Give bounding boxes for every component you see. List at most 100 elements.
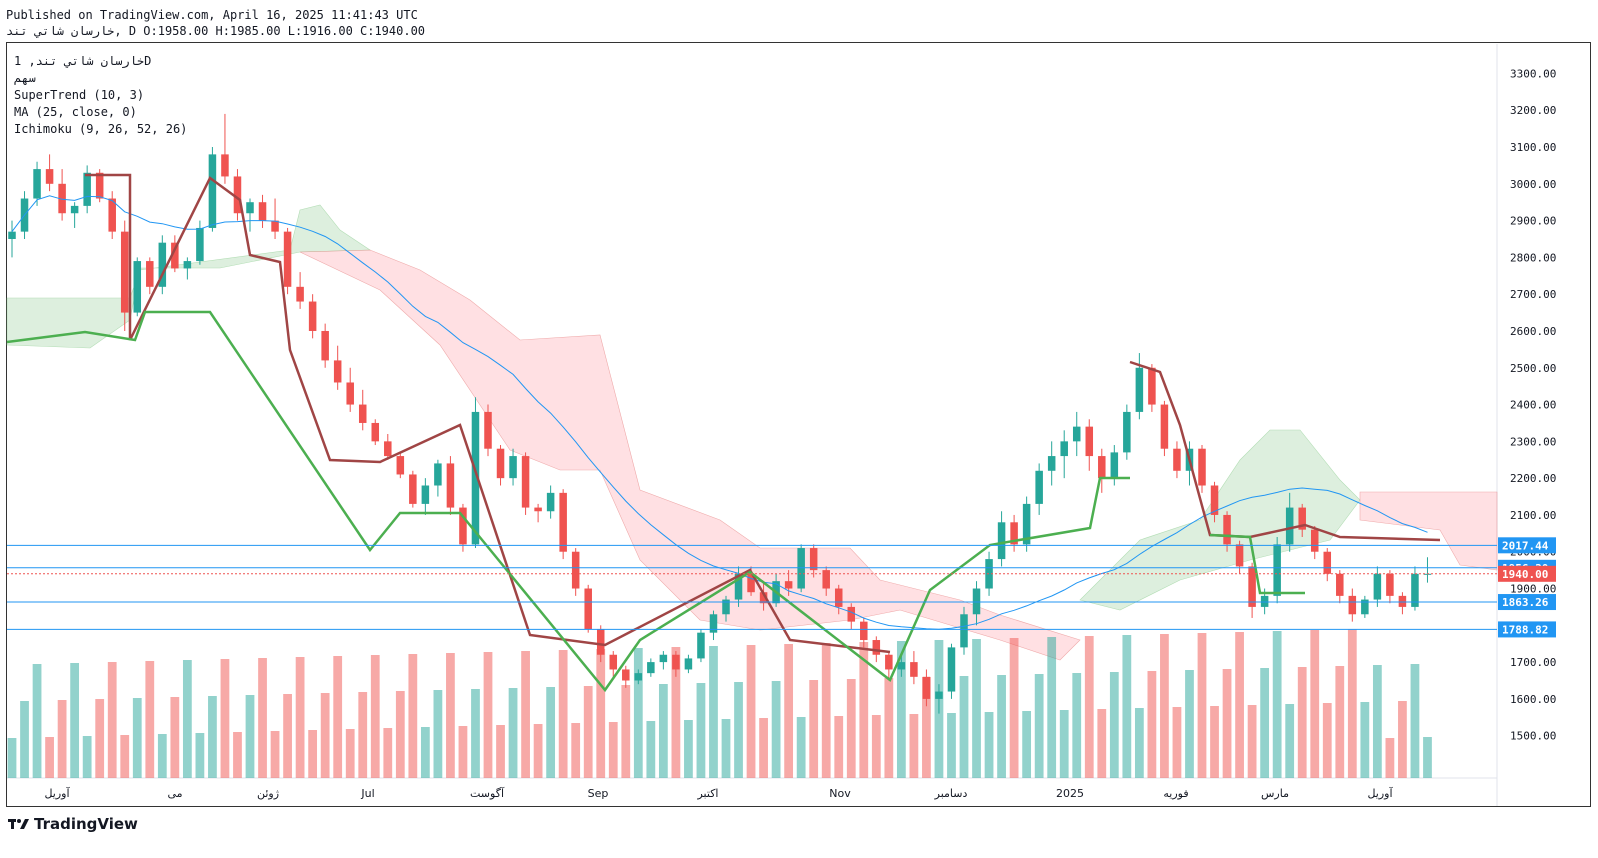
candle-body[interactable] — [258, 202, 267, 221]
candle-body[interactable] — [421, 485, 430, 504]
candle-body[interactable] — [622, 669, 630, 681]
candle-body[interactable] — [358, 404, 367, 423]
candle-body[interactable] — [308, 301, 317, 331]
candle-body[interactable] — [747, 573, 755, 593]
candle-body[interactable] — [296, 286, 304, 302]
candle-body[interactable] — [609, 654, 618, 670]
candle-body[interactable] — [158, 242, 167, 287]
candle-body[interactable] — [684, 658, 693, 670]
candle-body[interactable] — [1085, 426, 1094, 457]
candle-body[interactable] — [246, 202, 254, 214]
candle-body[interactable] — [1398, 595, 1407, 607]
candle-body[interactable] — [1348, 595, 1357, 615]
candle-body[interactable] — [146, 261, 154, 287]
candle-body[interactable] — [95, 172, 104, 199]
candle-body[interactable] — [1035, 470, 1043, 504]
candle-body[interactable] — [1072, 426, 1081, 442]
candle-body[interactable] — [1135, 367, 1144, 412]
candle-body[interactable] — [596, 628, 605, 655]
candle-body[interactable] — [809, 548, 818, 571]
candle-body[interactable] — [171, 242, 179, 269]
candle-body[interactable] — [196, 227, 204, 262]
candle-body[interactable] — [446, 463, 455, 508]
candle-body[interactable] — [1273, 544, 1281, 596]
candle-body[interactable] — [83, 172, 91, 206]
candle-body[interactable] — [559, 492, 567, 552]
candle-body[interactable] — [471, 411, 480, 545]
candle-body[interactable] — [1160, 404, 1169, 449]
candle-body[interactable] — [922, 676, 931, 699]
candle-body[interactable] — [1098, 456, 1106, 479]
candle-body[interactable] — [1235, 544, 1244, 567]
candle-body[interactable] — [333, 360, 342, 383]
candle-body[interactable] — [521, 456, 530, 508]
candle-body[interactable] — [108, 198, 116, 232]
candle-body[interactable] — [1223, 514, 1231, 545]
candle-body[interactable] — [872, 640, 881, 655]
candle-body[interactable] — [1022, 503, 1031, 545]
candle-body[interactable] — [847, 606, 856, 622]
candle-body[interactable] — [1336, 573, 1344, 596]
candle-body[interactable] — [384, 441, 392, 457]
candle-body[interactable] — [1047, 456, 1056, 471]
candle-body[interactable] — [571, 551, 580, 589]
candle-body[interactable] — [546, 492, 555, 512]
legend-ichimoku[interactable]: Ichimoku (9, 26, 52, 26) — [14, 122, 188, 136]
candle-body[interactable] — [1386, 573, 1394, 596]
candle-body[interactable] — [1411, 573, 1419, 607]
candle-body[interactable] — [672, 654, 680, 670]
candle-body[interactable] — [997, 522, 1006, 560]
candle-body[interactable] — [584, 588, 592, 629]
candle-body[interactable] — [133, 261, 142, 313]
candle-body[interactable] — [1310, 529, 1319, 552]
candle-body[interactable] — [1123, 411, 1131, 453]
candle-body[interactable] — [1110, 452, 1119, 479]
candle-body[interactable] — [1010, 522, 1018, 545]
candle-body[interactable] — [1198, 448, 1206, 486]
candle-body[interactable] — [459, 507, 467, 545]
candle-body[interactable] — [283, 231, 292, 287]
candle-body[interactable] — [1260, 595, 1269, 607]
legend-supertrend[interactable]: SuperTrend (10, 3) — [14, 88, 145, 102]
candle-body[interactable] — [647, 662, 655, 674]
candle-body[interactable] — [509, 456, 517, 479]
candle-body[interactable] — [1361, 599, 1369, 615]
candle-body[interactable] — [759, 592, 768, 604]
candle-body[interactable] — [834, 588, 843, 607]
candle-body[interactable] — [972, 588, 981, 615]
tradingview-logo[interactable]: TradingView — [8, 815, 138, 833]
candle-body[interactable] — [70, 205, 79, 214]
candle-body[interactable] — [233, 176, 242, 214]
candle-body[interactable] — [371, 422, 380, 442]
candle-body[interactable] — [396, 456, 405, 475]
candle-body[interactable] — [120, 231, 129, 313]
candle-body[interactable] — [722, 599, 730, 615]
chart-frame[interactable] — [6, 42, 1591, 807]
candle-body[interactable] — [58, 183, 66, 214]
candle-body[interactable] — [33, 169, 41, 199]
candle-body[interactable] — [1210, 485, 1219, 515]
candle-body[interactable] — [634, 673, 643, 681]
candle-body[interactable] — [434, 463, 442, 486]
legend-ma[interactable]: MA (25, close, 0) — [14, 105, 137, 119]
candle-body[interactable] — [1148, 367, 1156, 405]
candle-body[interactable] — [985, 559, 993, 589]
candle-body[interactable] — [709, 614, 718, 633]
candle-body[interactable] — [784, 581, 793, 589]
candle-body[interactable] — [1298, 507, 1306, 530]
candle-body[interactable] — [496, 448, 505, 479]
candle-body[interactable] — [897, 662, 906, 670]
candle-body[interactable] — [1373, 573, 1382, 600]
candle-body[interactable] — [221, 154, 229, 177]
candle-body[interactable] — [271, 220, 279, 232]
candle-body[interactable] — [346, 382, 354, 405]
candle-body[interactable] — [45, 169, 54, 184]
candle-body[interactable] — [860, 621, 868, 641]
candle-body[interactable] — [321, 330, 329, 361]
candle-body[interactable] — [1173, 448, 1181, 471]
candle-body[interactable] — [534, 507, 542, 512]
candle-body[interactable] — [960, 614, 968, 648]
candle-body[interactable] — [910, 662, 918, 677]
candle-body[interactable] — [935, 691, 943, 699]
